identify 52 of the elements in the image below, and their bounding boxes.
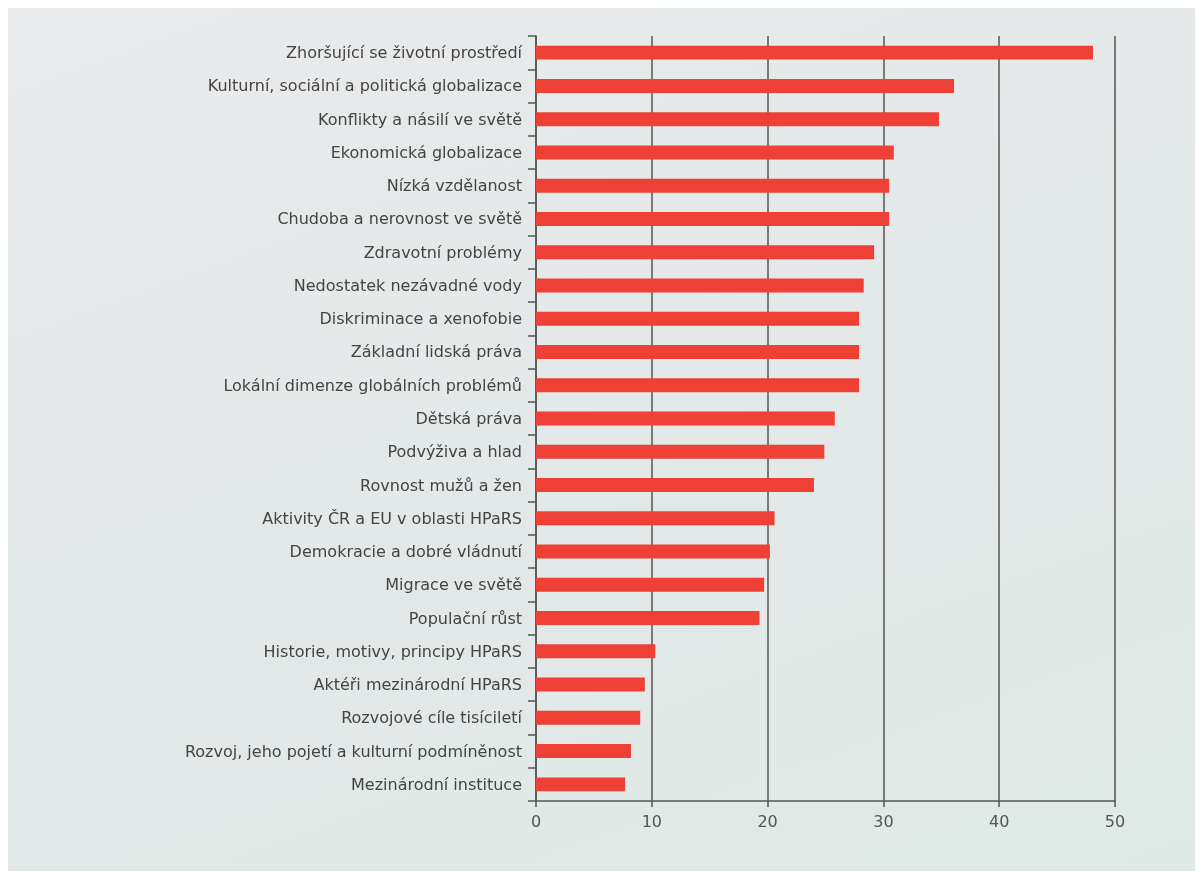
bar [536,577,765,592]
bar [536,344,860,359]
y-tick-label: Demokracie a dobré vládnutí [289,542,523,562]
y-tick-label: Chudoba a nerovnost ve světě [277,209,522,229]
bar [536,112,939,127]
bar [536,544,770,559]
y-tick-label: Zdravotní problémy [363,242,522,262]
x-tick-label: 30 [873,811,894,831]
y-tick-label: Základní lidská práva [350,342,522,362]
bar [536,211,890,226]
bar [536,145,894,160]
y-tick-label: Mezinárodní instituce [351,774,522,794]
y-tick-label: Nízká vzdělanost [386,176,522,196]
bar [536,378,860,393]
y-tick-label: Aktivity ČR a EU v oblasti HPaRS [262,508,522,528]
y-tick-label: Rozvojové cíle tisíciletí [341,708,523,728]
bar [536,511,775,526]
x-tick-label: 0 [530,811,542,831]
bar [536,444,825,459]
y-tick-label: Konflikty a násilí ve světě [318,109,522,129]
y-tick-label: Podvýživa a hlad [387,442,522,462]
y-tick-label: Rozvoj, jeho pojetí a kulturní podmíněnost [184,741,522,761]
bar [536,710,641,725]
bar [536,278,864,293]
y-tick-label: Historie, motivy, principy HPaRS [263,641,522,661]
y-tick-label: Nedostatek nezávadné vody [293,275,522,295]
bar [536,411,835,426]
y-tick-label: Lokální dimenze globálních problémů [223,375,522,395]
y-tick-label: Migrace ve světě [385,575,522,595]
bar [536,744,631,759]
bar [536,478,814,493]
y-tick-label: Aktéři mezinárodní HPaRS [313,675,522,695]
y-tick-label: Rovnost mužů a žen [360,475,522,495]
y-tick-label: Diskriminace a xenofobie [319,309,522,329]
bar [536,677,645,692]
bar [536,45,1093,60]
y-tick-label: Kulturní, sociální a politická globalizace [207,76,522,96]
bar [536,245,875,260]
bar [536,178,890,193]
bar [536,611,760,626]
y-tick-label: Zhoršující se životní prostředí [286,43,523,63]
y-tick-label: Populační růst [408,608,522,628]
x-tick-label: 20 [757,811,778,831]
y-tick-label: Dětská práva [415,409,522,428]
y-tick-label: Ekonomická globalizace [330,142,522,162]
bar [536,311,860,326]
x-tick-label: 40 [989,811,1010,831]
bar [536,644,656,659]
x-tick-label: 50 [1104,811,1126,831]
bar [536,777,626,792]
bar [536,78,955,93]
x-tick-label: 10 [641,811,662,831]
